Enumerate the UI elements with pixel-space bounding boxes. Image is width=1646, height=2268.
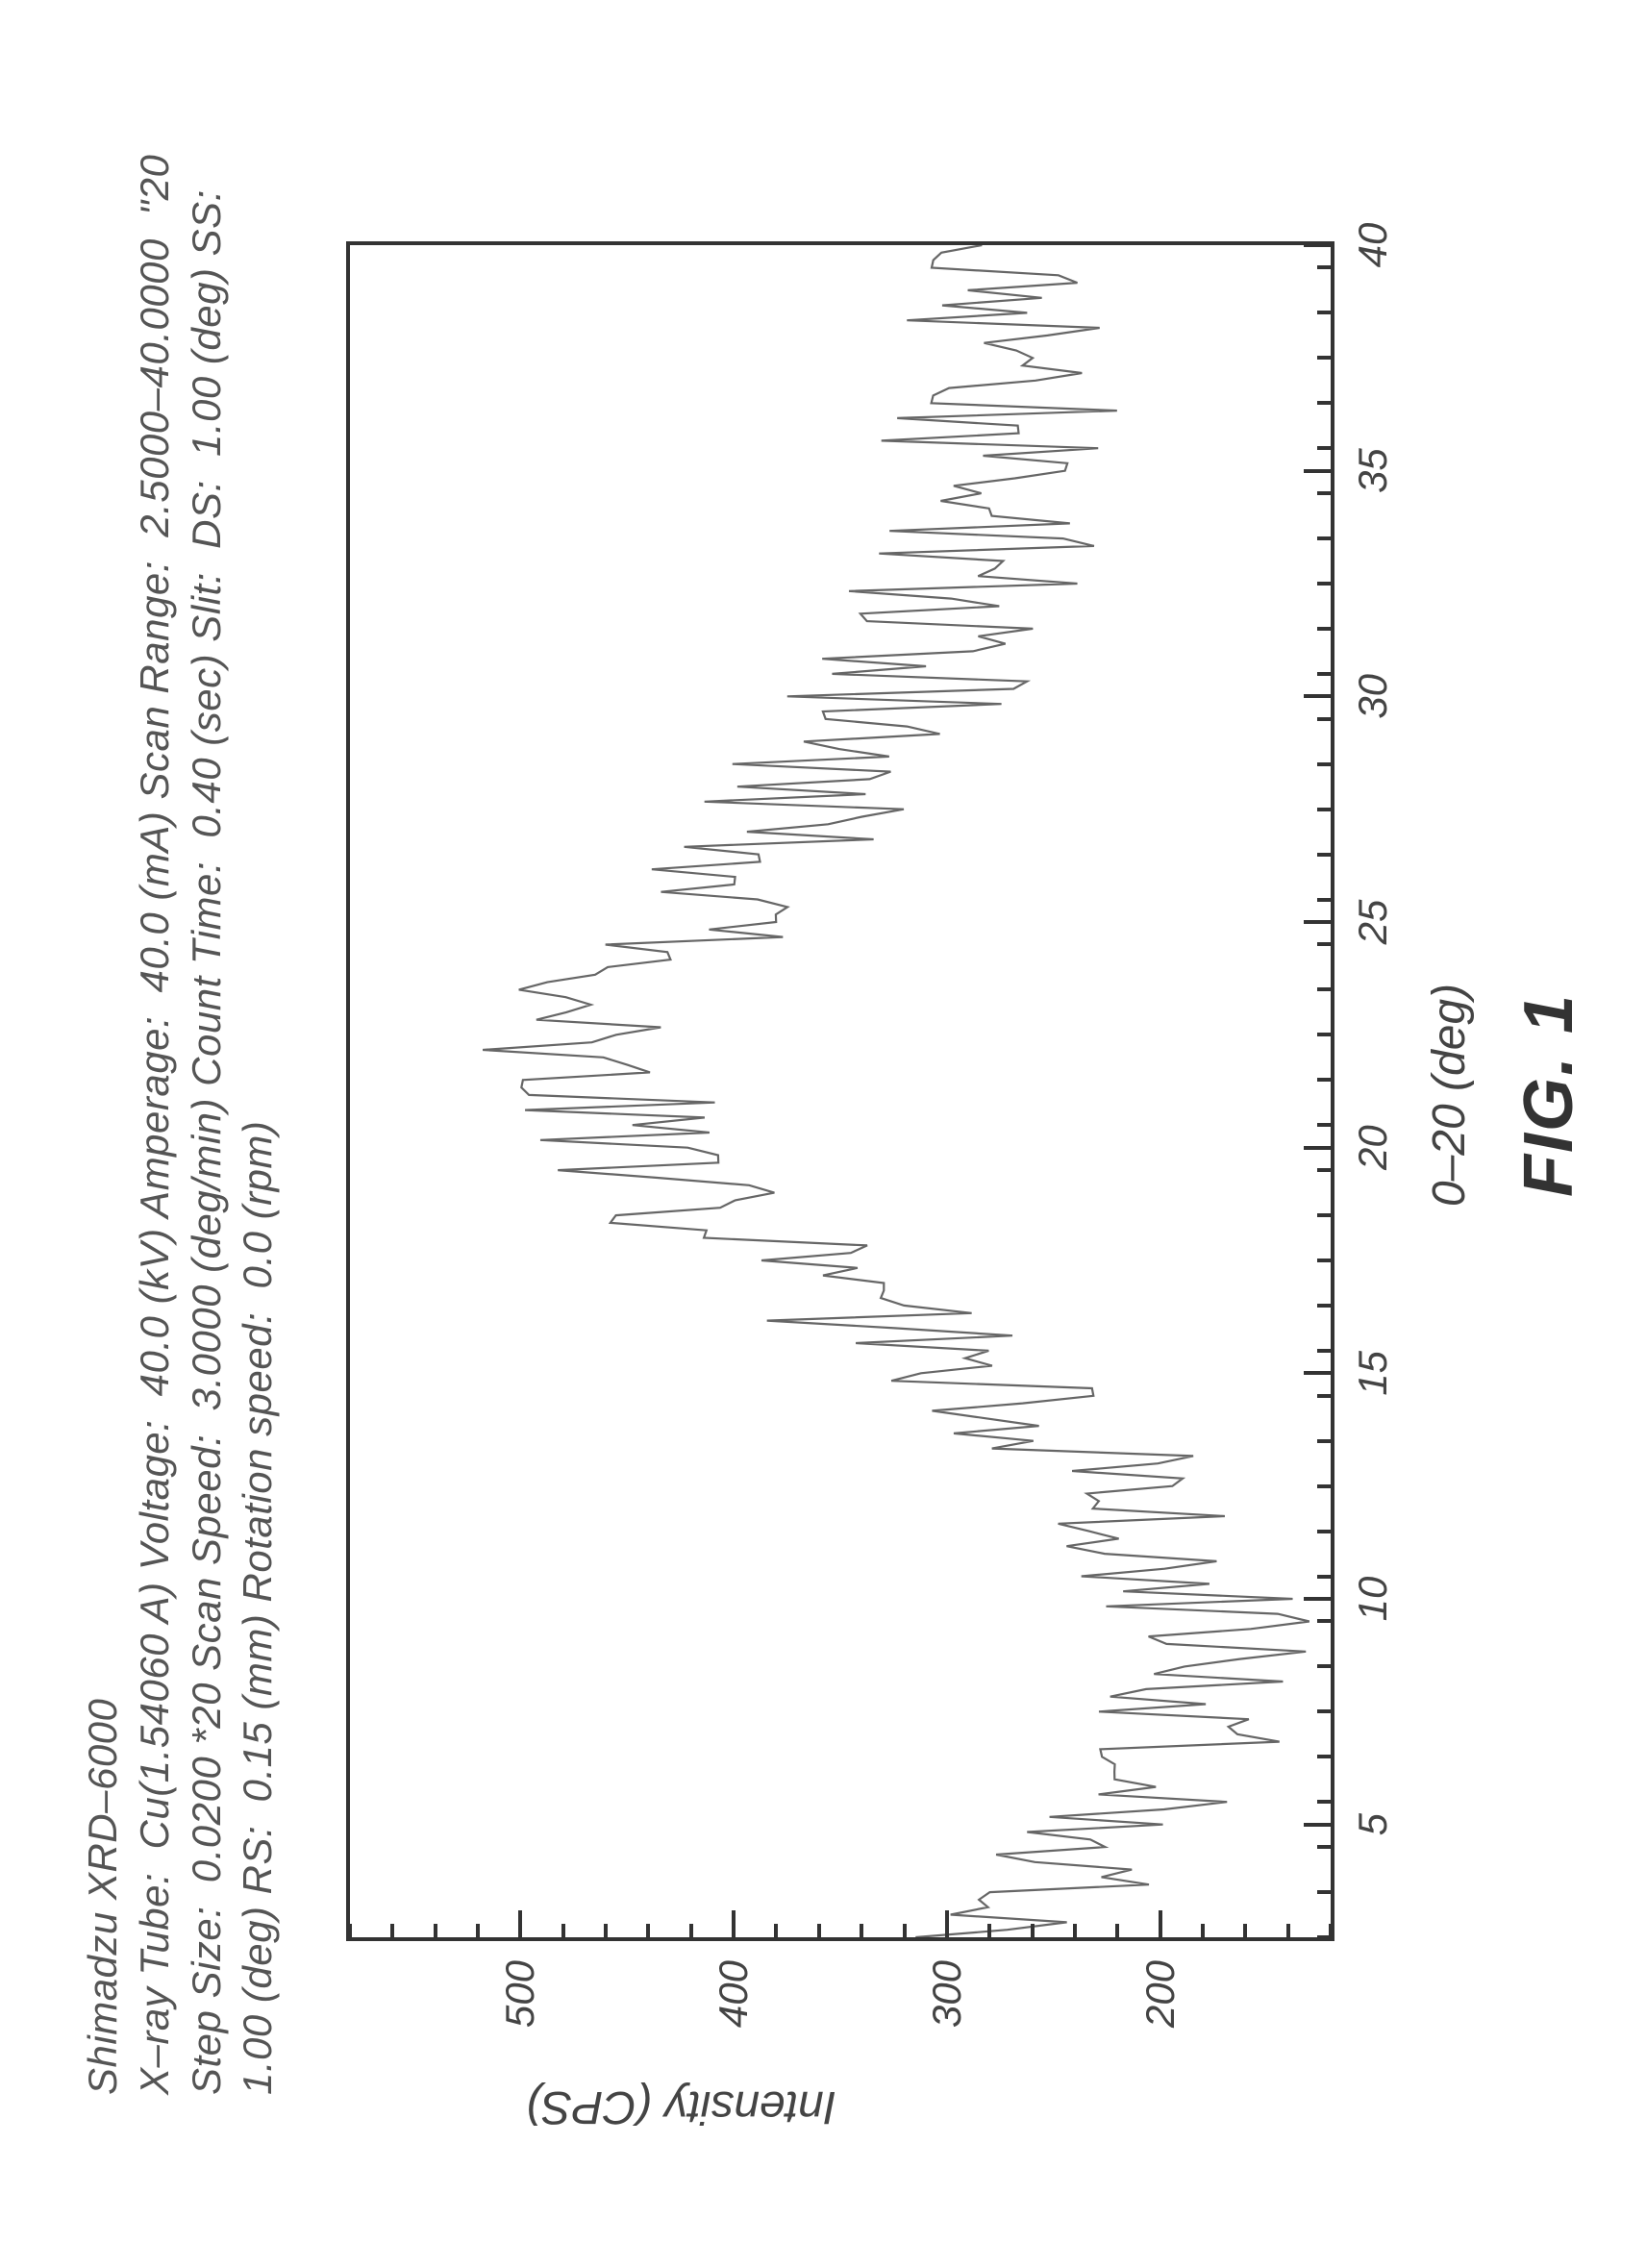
x-tick-minor	[1317, 1394, 1334, 1398]
y-tick-minor	[1201, 1924, 1205, 1941]
y-tick-minor	[774, 1924, 778, 1941]
x-tick-mark	[1304, 920, 1334, 924]
xrd-plot-area: 200300400500510152025303540	[346, 241, 1334, 1941]
y-tick-minor	[1073, 1924, 1077, 1941]
y-tick-label: 300	[924, 1960, 970, 2028]
x-tick-minor	[1317, 627, 1334, 631]
x-tick-label: 20	[1350, 1125, 1396, 1170]
y-tick-mark	[945, 1910, 949, 1941]
x-tick-minor	[1317, 898, 1334, 902]
x-tick-mark	[1304, 243, 1334, 247]
x-tick-minor	[1317, 942, 1334, 946]
x-tick-minor	[1317, 987, 1334, 991]
x-tick-label: 30	[1350, 674, 1396, 719]
y-tick-label: 200	[1137, 1960, 1184, 2028]
y-tick-mark	[732, 1910, 736, 1941]
y-tick-label: 400	[711, 1960, 757, 2028]
y-tick-mark	[518, 1910, 522, 1941]
y-axis-label: Intensity (CPS)	[526, 2081, 836, 2133]
x-tick-minor	[1317, 1213, 1334, 1217]
x-tick-minor	[1317, 1619, 1334, 1623]
x-tick-minor	[1317, 717, 1334, 721]
y-tick-minor	[476, 1924, 480, 1941]
y-tick-minor	[860, 1924, 863, 1941]
xrd-trace	[350, 245, 1331, 1937]
y-tick-minor	[434, 1924, 437, 1941]
xrd-intensity-line	[483, 245, 1309, 1937]
y-tick-minor	[817, 1924, 821, 1941]
x-tick-label: 40	[1350, 223, 1396, 268]
y-tick-minor	[689, 1924, 693, 1941]
y-tick-minor	[987, 1924, 991, 1941]
x-tick-minor	[1317, 1484, 1334, 1488]
x-tick-minor	[1317, 1935, 1334, 1939]
x-tick-minor	[1317, 1259, 1334, 1262]
x-tick-label: 10	[1350, 1577, 1396, 1622]
x-tick-label: 25	[1350, 900, 1396, 945]
x-tick-mark	[1304, 694, 1334, 698]
y-tick-minor	[646, 1924, 650, 1941]
x-tick-minor	[1317, 1664, 1334, 1668]
x-tick-minor	[1317, 536, 1334, 540]
x-tick-minor	[1317, 1755, 1334, 1758]
y-tick-minor	[561, 1924, 565, 1941]
y-tick-minor	[1115, 1924, 1119, 1941]
x-tick-label: 5	[1350, 1813, 1396, 1835]
x-tick-mark	[1304, 469, 1334, 473]
x-tick-minor	[1317, 1890, 1334, 1894]
x-tick-minor	[1317, 582, 1334, 586]
x-tick-minor	[1317, 1439, 1334, 1443]
page: Shimadzu XRD–6000 X–ray Tube: Cu(1.54060…	[0, 0, 1646, 2268]
y-tick-minor	[903, 1924, 907, 1941]
x-tick-mark	[1304, 1371, 1334, 1375]
x-tick-minor	[1317, 311, 1334, 314]
y-tick-minor	[1286, 1924, 1290, 1941]
figure-caption: FIG. 1	[1509, 249, 1588, 1941]
x-tick-minor	[1317, 1530, 1334, 1533]
x-tick-minor	[1317, 356, 1334, 360]
x-axis-label: 0–20 (deg)	[1423, 249, 1476, 1941]
x-tick-minor	[1317, 1304, 1334, 1308]
x-tick-minor	[1317, 1575, 1334, 1579]
x-tick-label: 15	[1350, 1351, 1396, 1396]
x-tick-mark	[1304, 1823, 1334, 1827]
y-tick-mark	[1159, 1910, 1162, 1941]
y-tick-minor	[1031, 1924, 1035, 1941]
header-line-2: X–ray Tube: Cu(1.54060 A) Voltage: 40.0 …	[129, 115, 181, 2095]
y-tick-minor	[1243, 1924, 1247, 1941]
x-tick-minor	[1317, 672, 1334, 676]
y-tick-minor	[390, 1924, 394, 1941]
x-tick-minor	[1317, 1349, 1334, 1353]
x-tick-label: 35	[1350, 448, 1396, 493]
y-tick-minor	[604, 1924, 608, 1941]
x-tick-minor	[1317, 1845, 1334, 1849]
x-tick-minor	[1317, 1800, 1334, 1804]
header-line-3: Step Size: 0.0200 *20 Scan Speed: 3.0000…	[181, 115, 233, 2095]
header-line-4: 1.00 (deg) RS: 0.15 (mm) Rotation speed:…	[232, 115, 284, 2095]
x-tick-minor	[1317, 1168, 1334, 1172]
x-tick-minor	[1317, 491, 1334, 495]
x-tick-mark	[1304, 1146, 1334, 1150]
x-tick-minor	[1317, 808, 1334, 811]
rotated-figure-container: Shimadzu XRD–6000 X–ray Tube: Cu(1.54060…	[0, 0, 1646, 2268]
x-tick-minor	[1317, 1078, 1334, 1082]
x-tick-minor	[1317, 853, 1334, 857]
instrument-header: Shimadzu XRD–6000 X–ray Tube: Cu(1.54060…	[77, 115, 284, 2095]
x-tick-minor	[1317, 1033, 1334, 1036]
y-tick-label: 500	[497, 1960, 543, 2028]
x-tick-minor	[1317, 265, 1334, 269]
x-tick-minor	[1317, 1123, 1334, 1127]
header-line-1: Shimadzu XRD–6000	[77, 115, 129, 2095]
x-tick-minor	[1317, 1709, 1334, 1713]
x-tick-mark	[1304, 1597, 1334, 1601]
x-tick-minor	[1317, 401, 1334, 405]
x-tick-minor	[1317, 762, 1334, 766]
x-tick-minor	[1317, 446, 1334, 450]
y-tick-minor	[348, 1924, 352, 1941]
